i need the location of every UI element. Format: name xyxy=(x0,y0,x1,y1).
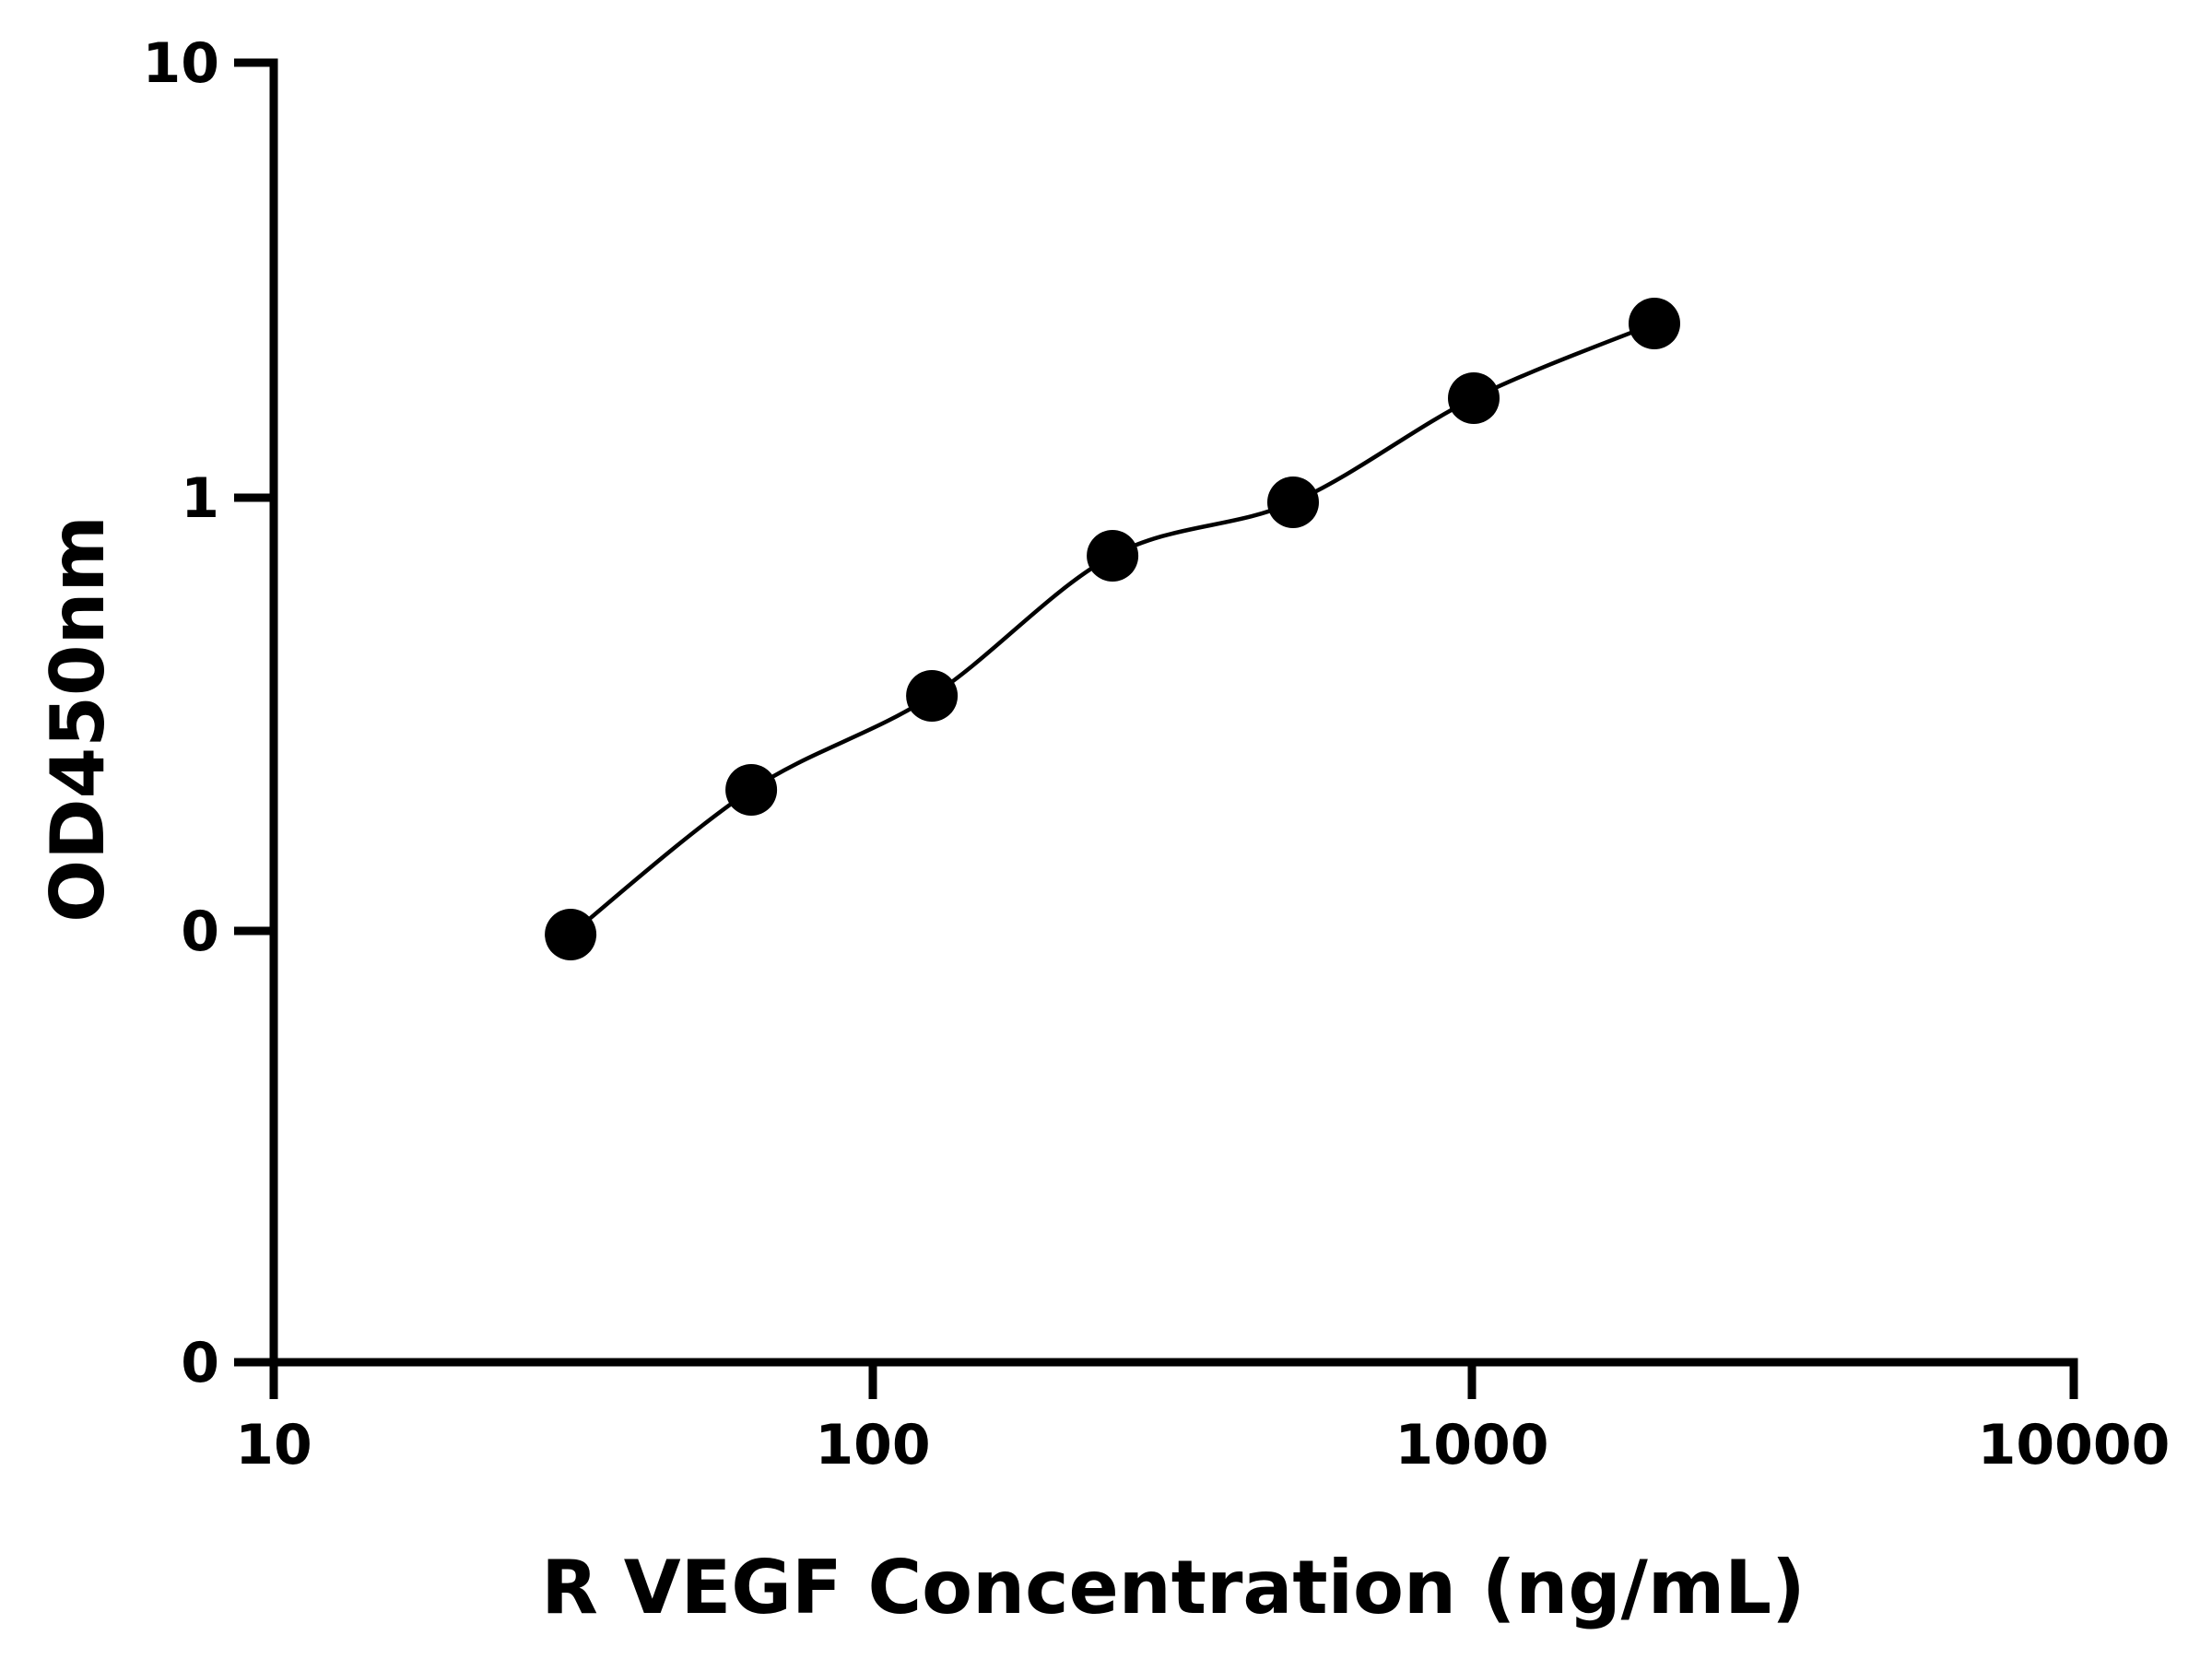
y-axis-title: OD450nm xyxy=(35,515,121,923)
data-point xyxy=(906,670,959,722)
y-tick-label: 0 xyxy=(181,1331,219,1395)
x-tick-label: 1000 xyxy=(1395,1413,1549,1477)
x-axis-title: R VEGF Concentration (ng/mL) xyxy=(541,1545,1805,1630)
y-ticks: 0 0 1 10 xyxy=(143,31,274,1395)
data-point xyxy=(725,764,778,816)
x-tick-label: 10 xyxy=(235,1413,312,1477)
y-tick-label: 10 xyxy=(143,31,220,96)
y-tick-label: 0 xyxy=(181,900,219,964)
data-point xyxy=(1629,298,1680,349)
x-ticks: 10 100 1000 10000 xyxy=(235,1362,2170,1477)
data-point xyxy=(545,909,597,960)
axes xyxy=(269,58,2078,1367)
data-points xyxy=(545,298,1680,960)
x-tick-label: 10000 xyxy=(1978,1413,2171,1477)
x-tick-label: 100 xyxy=(815,1413,930,1477)
data-point xyxy=(1267,477,1319,528)
y-tick-label: 1 xyxy=(181,466,219,531)
data-point xyxy=(1087,530,1139,582)
data-point xyxy=(1448,372,1500,424)
